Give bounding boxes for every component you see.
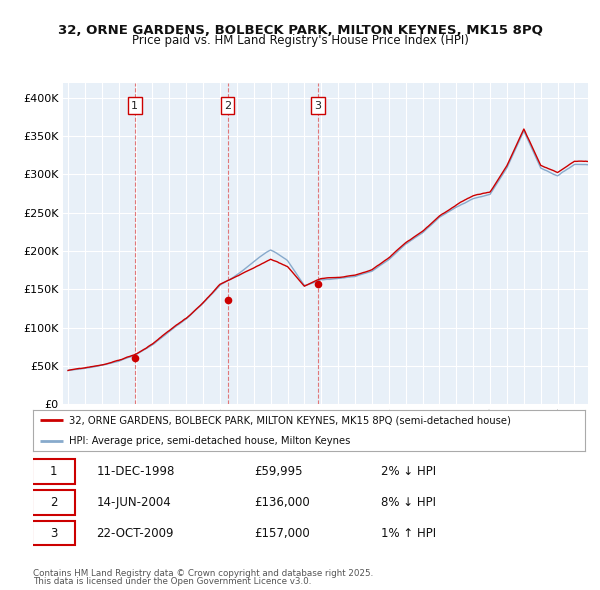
Text: 1: 1 (50, 465, 57, 478)
Text: 2: 2 (50, 496, 57, 509)
Text: 8% ↓ HPI: 8% ↓ HPI (381, 496, 436, 509)
Text: 2% ↓ HPI: 2% ↓ HPI (381, 465, 436, 478)
Text: 3: 3 (50, 526, 57, 540)
Text: 14-JUN-2004: 14-JUN-2004 (97, 496, 171, 509)
Text: Contains HM Land Registry data © Crown copyright and database right 2025.: Contains HM Land Registry data © Crown c… (33, 569, 373, 578)
Text: 3: 3 (314, 100, 322, 110)
Text: 32, ORNE GARDENS, BOLBECK PARK, MILTON KEYNES, MK15 8PQ: 32, ORNE GARDENS, BOLBECK PARK, MILTON K… (58, 24, 542, 37)
Text: This data is licensed under the Open Government Licence v3.0.: This data is licensed under the Open Gov… (33, 578, 311, 586)
Text: HPI: Average price, semi-detached house, Milton Keynes: HPI: Average price, semi-detached house,… (69, 436, 350, 446)
Text: 32, ORNE GARDENS, BOLBECK PARK, MILTON KEYNES, MK15 8PQ (semi-detached house): 32, ORNE GARDENS, BOLBECK PARK, MILTON K… (69, 415, 511, 425)
Text: £157,000: £157,000 (254, 526, 310, 540)
Text: Price paid vs. HM Land Registry's House Price Index (HPI): Price paid vs. HM Land Registry's House … (131, 34, 469, 47)
Text: 1: 1 (131, 100, 138, 110)
Text: 1% ↑ HPI: 1% ↑ HPI (381, 526, 436, 540)
Text: 2: 2 (224, 100, 231, 110)
FancyBboxPatch shape (32, 520, 75, 546)
Text: 11-DEC-1998: 11-DEC-1998 (97, 465, 175, 478)
FancyBboxPatch shape (32, 490, 75, 515)
Text: £136,000: £136,000 (254, 496, 310, 509)
FancyBboxPatch shape (32, 459, 75, 484)
Text: £59,995: £59,995 (254, 465, 302, 478)
Text: 22-OCT-2009: 22-OCT-2009 (97, 526, 174, 540)
